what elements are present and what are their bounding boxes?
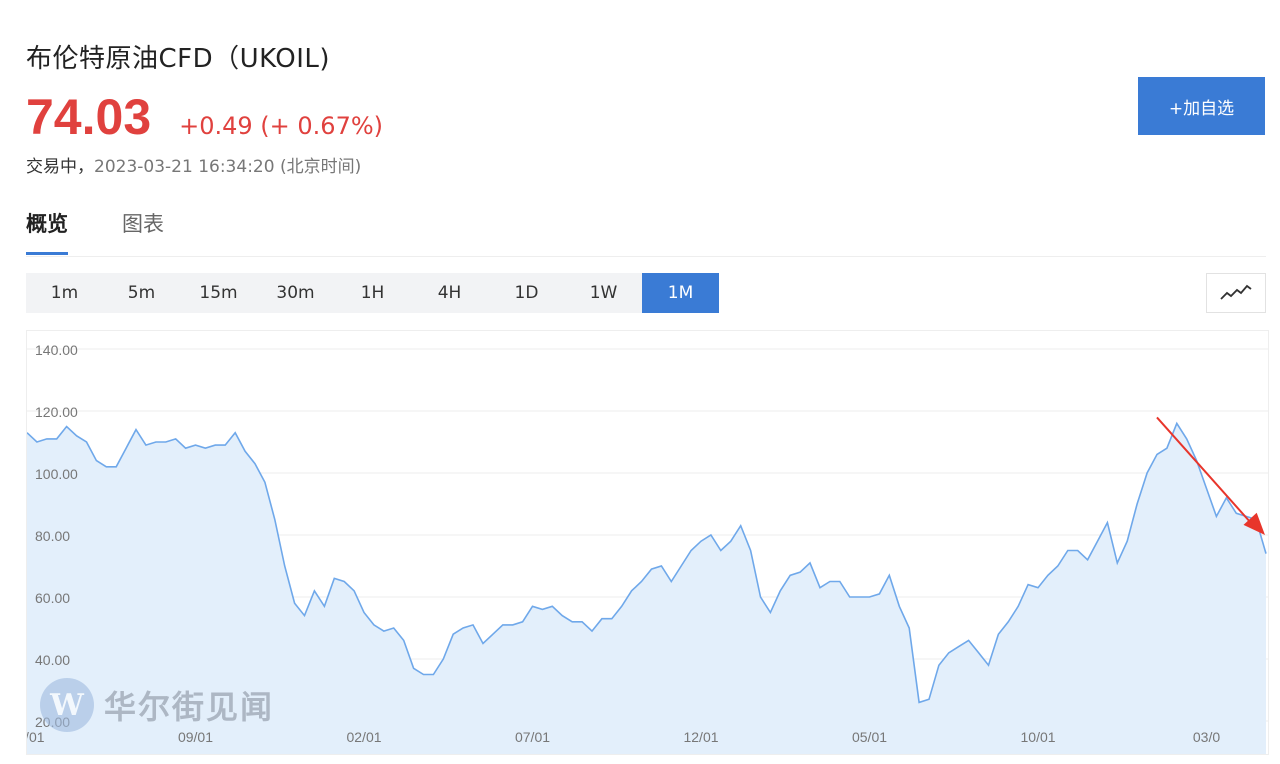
- tab-chart[interactable]: 图表: [122, 212, 164, 236]
- watermark-text: 华尔街见闻: [104, 688, 275, 726]
- chart-type-button[interactable]: [1206, 273, 1266, 313]
- y-tick-label: 80.00: [35, 528, 70, 544]
- tab-bar: 概览 图表: [26, 208, 218, 255]
- y-tick-label: 140.00: [35, 342, 78, 358]
- period-1m[interactable]: 1m: [50, 283, 79, 303]
- watermark-logo-icon: W: [40, 678, 94, 732]
- period-5m[interactable]: 5m: [127, 283, 156, 303]
- trading-status: 交易中，2023-03-21 16:34:20 (北京时间): [26, 152, 361, 177]
- y-tick-label: 120.00: [35, 404, 78, 420]
- x-tick-label: 12/01: [683, 729, 718, 745]
- current-price: 74.03: [26, 89, 152, 145]
- chart-svg: 140.00120.00100.0080.0060.0040.0020.0004…: [9, 342, 1268, 754]
- period-30m[interactable]: 30m: [276, 283, 315, 303]
- status-label: 交易中，: [26, 157, 94, 177]
- x-tick-label: 03/0: [1193, 729, 1220, 745]
- price-chart: 140.00120.00100.0080.0060.0040.0020.0004…: [9, 330, 1269, 755]
- x-tick-label: 05/01: [852, 729, 887, 745]
- price-row: 74.03 +0.49 (+ 0.67%): [26, 88, 383, 146]
- y-tick-label: 60.00: [35, 590, 70, 606]
- period-15m[interactable]: 15m: [199, 283, 238, 303]
- add-to-watchlist-button[interactable]: +加自选: [1138, 77, 1265, 135]
- tabs-divider: [26, 256, 1266, 257]
- period-selector: 1m 5m 15m 30m 1H 4H 1D 1W 1M: [26, 273, 719, 313]
- y-tick-label: 40.00: [35, 652, 70, 668]
- x-tick-label: 09/01: [178, 729, 213, 745]
- period-1w[interactable]: 1W: [589, 283, 618, 303]
- period-1mo[interactable]: 1M: [642, 273, 719, 313]
- line-chart-icon: [1220, 284, 1252, 300]
- period-1h[interactable]: 1H: [360, 283, 385, 303]
- tab-overview[interactable]: 概览: [26, 208, 68, 255]
- watermark: W 华尔街见闻: [40, 678, 274, 732]
- page-title: 布伦特原油CFD（UKOIL): [26, 44, 331, 74]
- x-tick-label: 10/01: [1021, 729, 1056, 745]
- period-1d[interactable]: 1D: [514, 283, 539, 303]
- price-area: [27, 423, 1266, 754]
- price-line: [26, 421, 1267, 704]
- period-4h[interactable]: 4H: [437, 283, 462, 303]
- price-change: +0.49 (+ 0.67%): [179, 112, 384, 140]
- x-tick-label: 07/01: [515, 729, 550, 745]
- trend-arrow-line: [1156, 416, 1252, 524]
- x-tick-label: 02/01: [346, 729, 381, 745]
- trend-arrow-head: [1243, 512, 1265, 535]
- y-tick-label: 100.00: [35, 466, 78, 482]
- timestamp: 2023-03-21 16:34:20 (北京时间): [94, 157, 362, 177]
